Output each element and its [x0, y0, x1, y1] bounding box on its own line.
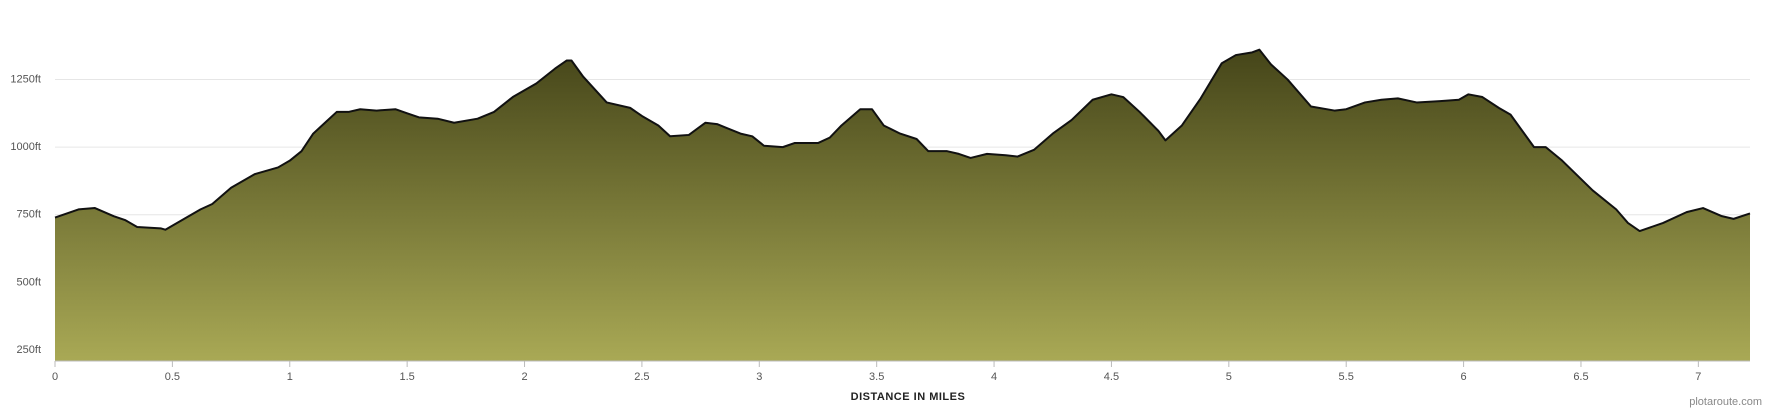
x-tick-label: 7 [1695, 371, 1701, 383]
elevation-area [55, 49, 1750, 361]
y-tick-label: 750ft [17, 209, 41, 221]
x-tick-label: 5.5 [1339, 371, 1354, 383]
y-tick-label: 500ft [17, 276, 41, 288]
x-tick-label: 2 [521, 371, 527, 383]
x-tick-label: 1 [287, 371, 293, 383]
x-tick-label: 3.5 [869, 371, 884, 383]
x-tick-label: 4 [991, 371, 997, 383]
x-tick-label: 0.5 [165, 371, 180, 383]
elevation-line [54, 48, 1751, 233]
y-tick-label: 250ft [17, 344, 41, 356]
x-tick-label: 4.5 [1104, 371, 1119, 383]
x-axis-title: DISTANCE IN MILES [851, 391, 966, 403]
x-tick-label: 1.5 [399, 371, 414, 383]
x-tick-label: 2.5 [634, 371, 649, 383]
x-tick-label: 5 [1226, 371, 1232, 383]
x-tick-label: 0 [52, 371, 58, 383]
x-tick-label: 6.5 [1573, 371, 1588, 383]
x-tick-label: 3 [756, 371, 762, 383]
x-tick-label: 6 [1461, 371, 1467, 383]
credit: plotaroute.com [1689, 396, 1762, 408]
y-tick-label: 1000ft [10, 141, 41, 153]
y-tick-label: 1250ft [10, 73, 41, 85]
